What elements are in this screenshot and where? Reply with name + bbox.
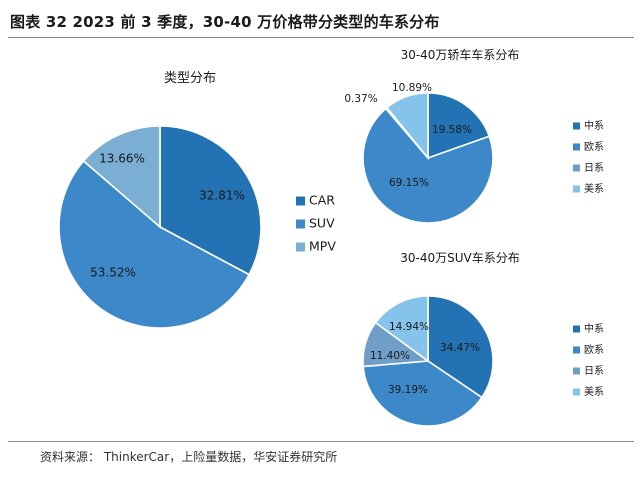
pie-title: 类型分布 [164,71,216,86]
pie-slice-MPV [82,125,161,229]
pie-chart-2: 30-40万轿车车系分布 19.58% 69.15% 0.37% 10.89% 中系欧系日… [344,47,604,224]
pie-legend: CAR SUV MPV [296,193,336,254]
legend-swatch [573,325,580,333]
slice-value-label: 53.52% [90,266,136,280]
legend-swatch [573,346,580,354]
legend-label: 中系 [584,119,604,132]
pie-slice-美系 [385,92,429,161]
slice-value-label: 34.47% [440,342,480,354]
legend-swatch [573,185,580,193]
slice-value-label: 11.40% [370,350,410,362]
slice-value-label: 0.37% [344,93,377,105]
pie-slice-欧系 [362,107,494,224]
legend-label: MPV [309,239,336,254]
pie-slice-SUV [58,159,251,329]
pie-slice-中系 [427,92,491,160]
legend-label: SUV [309,216,335,231]
pie-slice-美系 [374,295,429,363]
slice-value-label: 39.19% [388,384,428,396]
pie-slice-中系 [427,295,494,399]
legend-swatch [573,143,580,151]
legend-swatch [296,242,305,252]
pie-slice-CAR [159,125,262,276]
slice-value-label: 19.58% [432,124,472,136]
legend-label: 中系 [584,322,604,335]
legend-label: 日系 [584,365,604,377]
legend-label: 欧系 [584,141,604,153]
slice-value-label: 14.94% [389,321,429,333]
pie-title: 30-40万SUV车系分布 [400,250,519,265]
source-note: 资料来源： ThinkerCar，上险量数据，华安证券研究所 [40,450,338,464]
source-divider [8,441,634,442]
legend-swatch [573,164,580,172]
pie-chart-3: 30-40万SUV车系分布 34.47% 39.19% 11.40% 14.94% 中系欧… [362,250,604,427]
legend-swatch [573,122,580,130]
legend-label: 美系 [584,182,604,195]
title-divider [8,37,634,38]
slice-value-label: 32.81% [199,189,245,203]
legend-label: 欧系 [584,344,604,356]
legend-swatch [573,388,580,396]
legend-label: 美系 [584,385,604,398]
pie-chart-1: 类型分布 32.81% 53.52% 13.66% CAR SUV MPV [58,71,336,329]
pie-title: 30-40万轿车车系分布 [401,47,520,62]
slice-value-label: 69.15% [389,177,429,189]
slice-value-label: 10.89% [392,82,432,94]
legend-label: CAR [309,193,335,208]
slice-value-label: 13.66% [99,152,145,166]
legend-swatch [296,219,305,229]
legend-label: 日系 [584,162,604,174]
figure-title: 图表 32 2023 前 3 季度，30-40 万价格带分类型的车系分布 [10,13,440,31]
legend-swatch [296,196,305,206]
legend-swatch [573,367,580,375]
pie-slice-欧系 [362,360,483,427]
